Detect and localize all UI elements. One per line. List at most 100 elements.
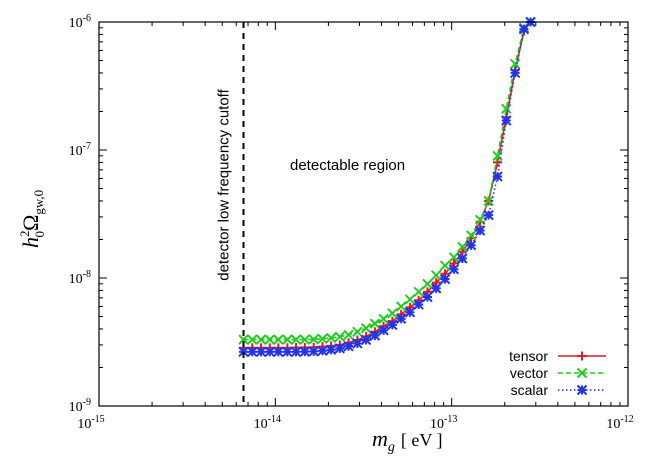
data-point-marker (404, 294, 416, 305)
cutoff-label: detector low frequency cutoff (216, 88, 233, 280)
data-point-marker (255, 346, 267, 358)
data-point-marker (360, 323, 372, 334)
data-point-marker (290, 346, 302, 358)
legend-item-tensor: tensor (509, 348, 606, 364)
data-point-marker (352, 338, 363, 349)
data-point-marker (457, 253, 468, 264)
data-point-marker (492, 171, 503, 182)
data-point-marker (238, 334, 249, 345)
data-point-marker (334, 343, 345, 354)
series-line-tensor (243, 21, 532, 349)
data-point-marker (299, 346, 311, 357)
y-axis-title-h: h (18, 237, 43, 248)
data-point-marker (352, 326, 363, 337)
data-point-marker (282, 334, 293, 345)
legend-label: tensor (509, 348, 548, 364)
data-point-marker (577, 351, 587, 361)
region-label: detectable region (290, 157, 405, 174)
data-point-marker (387, 308, 398, 319)
y-tick-label: 10-6 (69, 13, 91, 31)
x-axis-title: mg [ eV ] (372, 426, 443, 455)
data-point-marker (264, 346, 275, 358)
data-point-marker (290, 334, 302, 345)
data-point-marker (273, 334, 284, 345)
data-point-marker (509, 58, 521, 70)
series-scalar (238, 16, 536, 358)
data-point-marker (422, 291, 433, 303)
data-point-marker (465, 230, 477, 241)
legend-label: vector (510, 365, 548, 381)
data-point-marker (360, 334, 372, 346)
y-axis-title: h20Ωgw,0 (17, 190, 47, 248)
data-point-marker (343, 329, 354, 341)
data-point-marker (413, 299, 424, 310)
data-point-marker (343, 341, 354, 352)
y-tick-label: 10-8 (69, 269, 91, 287)
data-point-marker (317, 345, 328, 356)
data-point-marker (317, 333, 328, 345)
data-point-marker (576, 367, 588, 379)
series-vector (238, 16, 536, 345)
data-point-marker (430, 270, 442, 281)
data-point-marker (501, 115, 512, 126)
data-point-marker (369, 318, 381, 329)
data-point-marker (395, 313, 407, 325)
y-axis-title-h-sup: 2 (17, 231, 32, 238)
data-point-marker (334, 331, 345, 342)
data-point-marker (474, 214, 486, 225)
data-point-marker (308, 334, 319, 345)
data-point-marker (325, 332, 337, 344)
y-axis-title-omega: Ω (18, 215, 43, 231)
y-axis-title-h-sub: 0 (32, 231, 47, 238)
data-point-marker (273, 346, 284, 358)
data-point-marker (395, 301, 407, 312)
plot-frame (98, 21, 629, 407)
y-axis-title-omega-sub: gw,0 (31, 190, 46, 215)
data-point-marker (413, 286, 424, 298)
data-point-marker (483, 209, 494, 221)
data-point-marker (404, 307, 416, 318)
data-point-marker (509, 67, 521, 79)
data-point-marker (439, 273, 451, 285)
x-axis-title-main: m (372, 426, 388, 451)
data-point-marker (378, 313, 389, 325)
data-point-marker (308, 346, 319, 357)
y-tick-label: 10-9 (69, 397, 91, 415)
data-point-marker (264, 334, 275, 345)
data-point-marker (448, 264, 460, 275)
series-layer (238, 16, 536, 358)
data-point-marker (247, 346, 258, 358)
data-point-marker (483, 195, 494, 207)
data-point-marker (457, 241, 468, 253)
data-point-marker (299, 334, 311, 345)
x-tick-label: 10-14 (254, 414, 281, 432)
legend-item-scalar: scalar (511, 382, 606, 398)
series-tensor (239, 17, 536, 353)
series-line-vector (243, 21, 532, 341)
legend-item-vector: vector (510, 365, 606, 381)
data-point-marker (448, 252, 460, 263)
data-point-marker (282, 346, 293, 358)
x-tick-label: 10-13 (430, 414, 457, 432)
data-point-marker (422, 278, 433, 290)
data-point-marker (255, 334, 267, 345)
data-point-marker (439, 260, 451, 271)
x-tick-label: 10-15 (77, 414, 104, 432)
data-point-marker (430, 283, 442, 294)
y-tick-labels: 10-9 10-8 10-7 10-6 (69, 13, 91, 415)
data-point-marker (378, 325, 389, 336)
data-point-marker (465, 240, 477, 251)
legend-label: scalar (511, 382, 549, 398)
data-point-marker (247, 334, 258, 345)
x-axis-title-sub: g (388, 440, 395, 455)
x-tick-labels: 10-15 10-14 10-13 10-12 (77, 414, 633, 432)
tick-marks (98, 22, 628, 407)
data-point-marker (492, 150, 503, 162)
data-point-marker (576, 384, 588, 396)
data-point-marker (474, 225, 486, 236)
y-tick-label: 10-7 (69, 141, 91, 159)
x-tick-label: 10-12 (606, 414, 633, 432)
data-point-marker (387, 319, 398, 331)
